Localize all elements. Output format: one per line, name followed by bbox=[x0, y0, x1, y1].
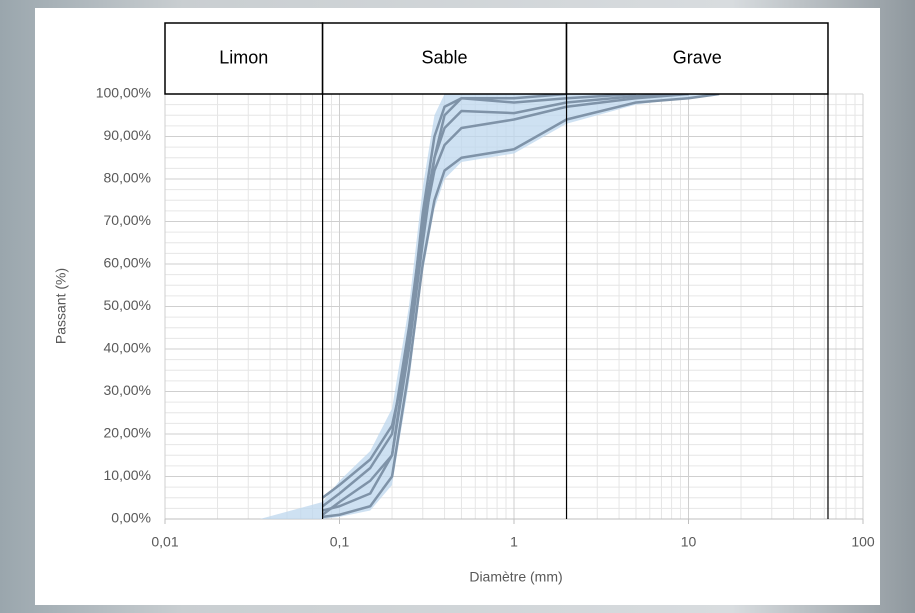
y-tick-label: 30,00% bbox=[104, 382, 151, 398]
x-tick-label: 10 bbox=[681, 534, 697, 550]
zone-label: Sable bbox=[422, 47, 468, 67]
x-tick-label: 1 bbox=[510, 534, 518, 550]
y-tick-label: 70,00% bbox=[104, 212, 151, 228]
x-tick-label: 0,1 bbox=[330, 534, 350, 550]
y-tick-label: 100,00% bbox=[96, 85, 151, 101]
zone-label: Grave bbox=[673, 47, 722, 67]
y-tick-label: 80,00% bbox=[104, 170, 151, 186]
y-axis-label: Passant (%) bbox=[53, 268, 69, 344]
x-tick-label: 100 bbox=[851, 534, 875, 550]
chart: 0,00% 10,00% 20,00% 30,00% 40,00% 50,00% 60,00… bbox=[0, 0, 915, 613]
y-tick-label: 10,00% bbox=[104, 467, 151, 483]
zone-label: Limon bbox=[219, 47, 268, 67]
page: 0,00% 10,00% 20,00% 30,00% 40,00% 50,00% 60,00… bbox=[0, 0, 915, 613]
y-tick-label: 50,00% bbox=[104, 297, 151, 313]
y-tick-label: 40,00% bbox=[104, 340, 151, 356]
y-tick-label: 60,00% bbox=[104, 255, 151, 271]
y-tick-label: 0,00% bbox=[111, 510, 151, 526]
x-tick-label: 0,01 bbox=[151, 534, 178, 550]
y-tick-label: 90,00% bbox=[104, 127, 151, 143]
y-tick-label: 20,00% bbox=[104, 425, 151, 441]
x-axis-label: Diamètre (mm) bbox=[469, 569, 562, 585]
